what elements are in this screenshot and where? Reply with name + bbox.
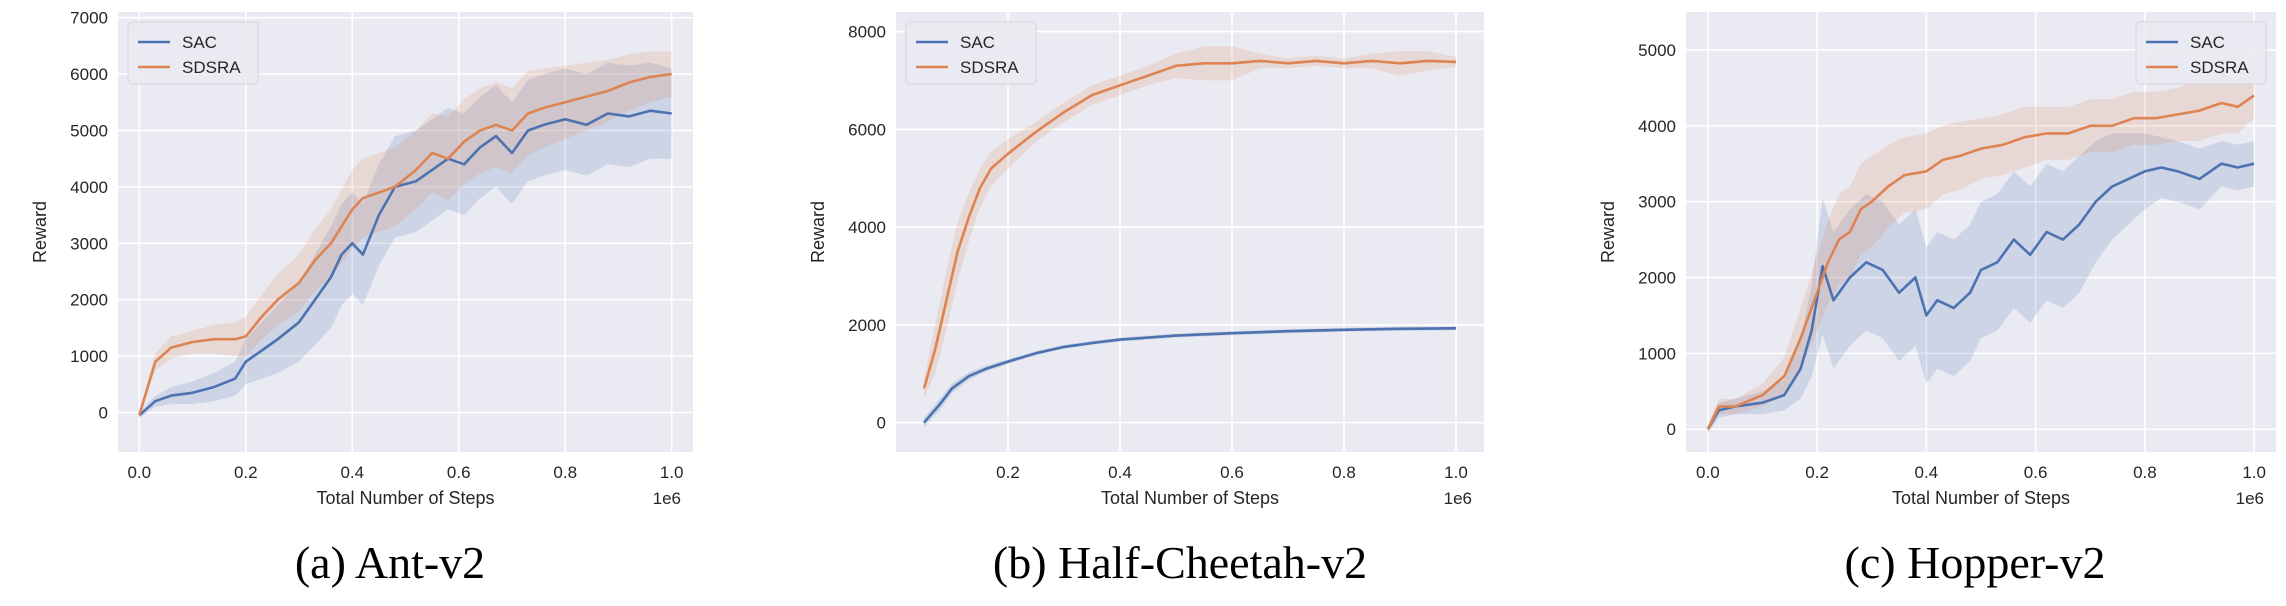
x-tick-label: 0.4	[1108, 463, 1132, 482]
legend-label-sac: SAC	[182, 33, 217, 52]
y-tick-label: 2000	[1638, 269, 1676, 288]
confidence-band-sdsra	[139, 51, 672, 419]
y-axis-label: Reward	[1598, 201, 1618, 263]
y-tick-label: 6000	[848, 120, 886, 139]
x-tick-label: 1.0	[2242, 463, 2266, 482]
x-tick-label: 0.8	[2133, 463, 2157, 482]
y-tick-label: 0	[99, 404, 108, 423]
y-tick-label: 3000	[70, 234, 108, 253]
confidence-band-sac	[139, 62, 672, 419]
confidence-band-sac	[1707, 133, 2255, 433]
x-tick-label: 0.2	[1805, 463, 1829, 482]
x-tick-label: 0.4	[1915, 463, 1939, 482]
y-tick-label: 1000	[1638, 344, 1676, 363]
x-tick-label: 0.6	[2024, 463, 2048, 482]
y-axis-label: Reward	[30, 201, 50, 263]
y-tick-label: 8000	[848, 23, 886, 42]
y-tick-label: 2000	[70, 291, 108, 310]
confidence-band-sdsra	[1707, 72, 2255, 433]
x-axis-label: Total Number of Steps	[1892, 488, 2070, 508]
y-tick-label: 0	[877, 414, 886, 433]
x-scale-label: 1e6	[653, 489, 681, 508]
legend: SAC SDSRA	[905, 21, 1037, 85]
series-line-sac	[923, 327, 1457, 424]
plot-area	[896, 12, 1484, 452]
series-line-sac	[1706, 162, 2255, 430]
series-line-sdsra	[138, 72, 672, 416]
x-tick-label: 0.2	[996, 463, 1020, 482]
panel-caption: (b) Half-Cheetah-v2	[993, 537, 1367, 588]
y-tick-label: 3000	[1638, 193, 1676, 212]
x-tick-label: 0.6	[447, 463, 471, 482]
x-tick-label: 1.0	[660, 463, 684, 482]
y-tick-label: 5000	[1638, 41, 1676, 60]
legend: SAC SDSRA	[127, 21, 259, 85]
x-tick-label: 0.8	[553, 463, 577, 482]
plot-area	[1686, 12, 2276, 452]
x-tick-label: 1.0	[1444, 463, 1468, 482]
legend-box	[905, 21, 1037, 85]
y-tick-label: 4000	[848, 218, 886, 237]
x-tick-label: 0.0	[1696, 463, 1720, 482]
legend-label-sdsra: SDSRA	[182, 58, 241, 77]
x-tick-label: 0.0	[127, 463, 151, 482]
series-line-sac	[138, 109, 672, 417]
series-line-sdsra	[1706, 94, 2255, 430]
legend: SAC SDSRA	[2135, 21, 2267, 85]
legend-box	[2135, 21, 2267, 85]
x-axis-label: Total Number of Steps	[316, 488, 494, 508]
plot-area	[118, 12, 693, 452]
panel-caption: (c) Hopper-v2	[1845, 537, 2106, 588]
y-tick-label: 7000	[70, 9, 108, 28]
x-scale-label: 1e6	[1444, 489, 1472, 508]
x-scale-label: 1e6	[2236, 489, 2264, 508]
y-tick-label: 6000	[70, 65, 108, 84]
chart-panel-3: 0.0 0.2 0.4 0.6 0.8 1.0 0 1000 2000 3000 4000 5000 T…	[1598, 12, 2276, 588]
y-tick-label: 0	[1667, 420, 1676, 439]
legend-label-sac: SAC	[960, 33, 995, 52]
y-tick-label: 2000	[848, 316, 886, 335]
x-axis-label: Total Number of Steps	[1101, 488, 1279, 508]
y-tick-label: 1000	[70, 347, 108, 366]
x-tick-label: 0.8	[1332, 463, 1356, 482]
y-tick-label: 5000	[70, 121, 108, 140]
legend-label-sdsra: SDSRA	[2190, 58, 2249, 77]
x-tick-label: 0.6	[1220, 463, 1244, 482]
y-axis-label: Reward	[808, 201, 828, 263]
chart-panel-2: 0.2 0.4 0.6 0.8 1.0 0 2000 4000 6000 8000 Total Nu…	[808, 12, 1484, 588]
x-tick-label: 0.2	[234, 463, 258, 482]
series-line-sdsra	[922, 59, 1457, 389]
x-tick-label: 0.4	[340, 463, 364, 482]
panel-caption: (a) Ant-v2	[295, 537, 485, 588]
legend-label-sac: SAC	[2190, 33, 2225, 52]
legend-label-sdsra: SDSRA	[960, 58, 1019, 77]
legend-box	[127, 21, 259, 85]
y-tick-label: 4000	[1638, 117, 1676, 136]
y-tick-label: 4000	[70, 178, 108, 197]
chart-panel-1: 0.0 0.2 0.4 0.6 0.8 1.0 0 1000 2000 3000 4000 5000 6…	[30, 9, 693, 588]
